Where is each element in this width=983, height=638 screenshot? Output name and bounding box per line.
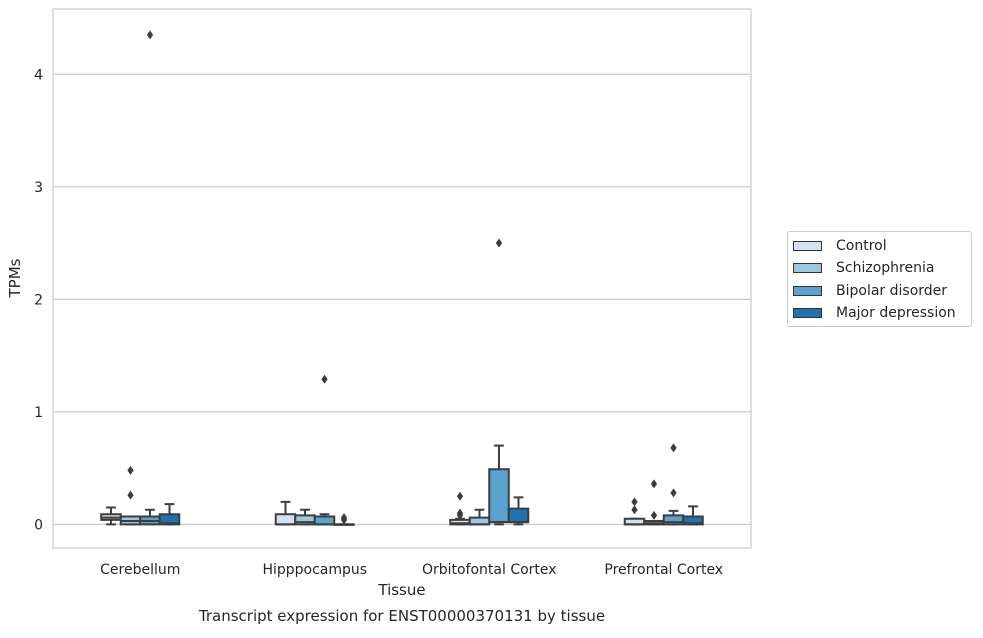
y-tick-labels: 0 1 2 3 4 — [34, 67, 43, 533]
box-flier — [456, 491, 464, 501]
box-flier — [631, 497, 638, 507]
box-flier — [650, 479, 658, 489]
legend-item-control: Control — [793, 237, 887, 255]
box-body — [488, 468, 510, 524]
y-tick-label: 0 — [34, 517, 43, 533]
box-body — [313, 515, 336, 526]
box-flier — [127, 490, 134, 500]
legend-swatch-control — [793, 241, 822, 251]
y-axis-label: TPMs — [6, 258, 24, 298]
box-flier — [340, 513, 348, 523]
box-element — [662, 443, 685, 526]
y-tick-label: 1 — [34, 405, 43, 421]
box-flier — [146, 30, 154, 40]
legend-item-depression: Major depression — [793, 304, 956, 322]
box-flier — [321, 374, 328, 384]
legend-swatch-schizophrenia — [793, 263, 822, 273]
x-tick-label: Cerebellum — [100, 562, 180, 578]
legend-label-bipolar: Bipolar disorder — [836, 283, 948, 299]
box-element — [313, 374, 336, 526]
box-element — [488, 238, 510, 526]
x-tick-label: Hipppocampus — [262, 562, 367, 578]
y-tick-label: 4 — [34, 67, 43, 83]
box-element — [623, 497, 646, 526]
box-series — [100, 30, 704, 526]
y-tick-label: 3 — [34, 180, 43, 196]
x-tick-label: Prefrontal Cortex — [604, 562, 723, 578]
box-element — [333, 513, 355, 526]
legend-label-depression: Major depression — [836, 305, 956, 321]
legend: Control Schizophrenia Bipolar disorder M… — [787, 231, 972, 327]
box-flier — [670, 488, 677, 498]
legend-label-control: Control — [836, 238, 887, 254]
box-element — [100, 506, 122, 526]
box-body — [682, 515, 704, 526]
box-body — [507, 507, 530, 524]
box-element — [507, 496, 530, 526]
box-flier — [670, 443, 677, 453]
box-flier — [650, 510, 658, 520]
legend-swatch-depression — [793, 308, 822, 318]
box-body — [274, 513, 297, 526]
box-body — [158, 513, 181, 526]
box-element — [158, 503, 181, 526]
box-body — [468, 516, 491, 526]
box-flier — [456, 508, 464, 518]
y-tick-label: 2 — [34, 292, 43, 308]
x-tick-labels: Cerebellum Hipppocampus Orbitofontal Corte… — [100, 562, 723, 578]
legend-item-schizophrenia: Schizophrenia — [793, 259, 934, 277]
box-flier — [495, 238, 503, 248]
legend-swatch-bipolar — [793, 286, 822, 296]
plot-area — [52, 8, 752, 549]
x-tick-label: Orbitofontal Cortex — [422, 562, 557, 578]
box-flier — [127, 465, 134, 475]
legend-item-bipolar: Bipolar disorder — [793, 282, 947, 300]
box-flier — [631, 505, 638, 515]
legend-label-schizophrenia: Schizophrenia — [836, 260, 935, 276]
x-axis-label: Tissue — [377, 581, 425, 599]
box-element — [682, 505, 704, 526]
chart-title: Transcript expression for ENST0000037013… — [198, 607, 605, 625]
